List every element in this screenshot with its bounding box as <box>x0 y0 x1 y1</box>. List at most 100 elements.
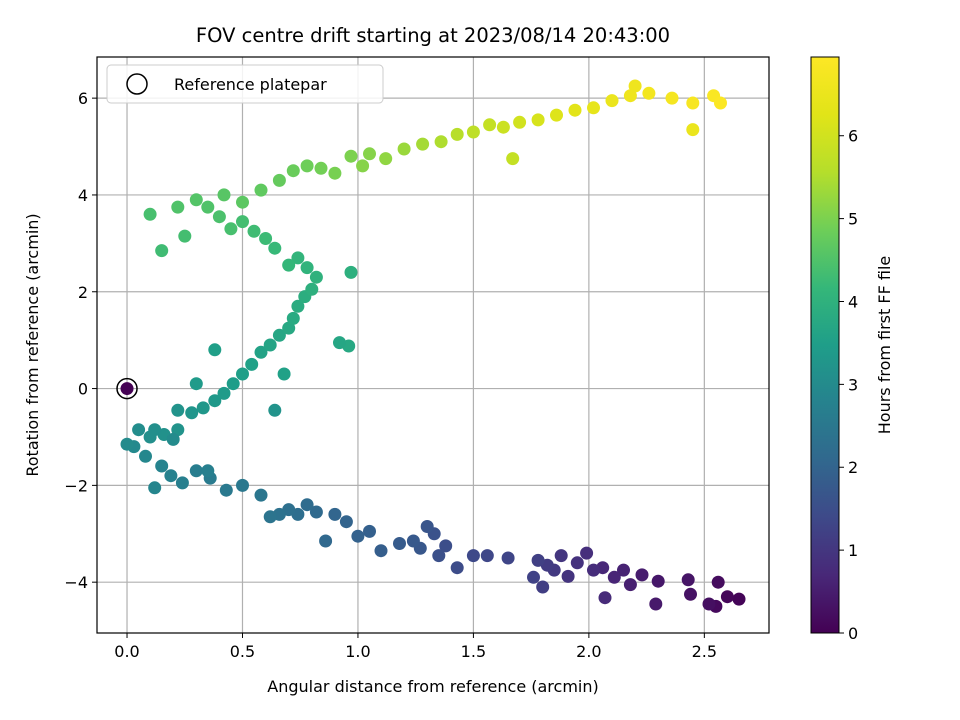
scatter-point <box>628 79 642 93</box>
grid-lines <box>97 57 769 633</box>
scatter-point <box>513 115 527 129</box>
scatter-point <box>217 386 231 400</box>
x-tick-label: 0.0 <box>114 642 139 661</box>
scatter-point <box>254 183 268 197</box>
scatter-point <box>531 113 545 127</box>
scatter-point <box>720 590 734 604</box>
scatter-point <box>166 432 180 446</box>
scatter-point <box>439 539 453 553</box>
scatter-point <box>598 591 612 605</box>
colorbar-ticks: 0 1 2 3 4 5 6 <box>839 127 858 643</box>
scatter-point <box>201 200 215 214</box>
scatter-point <box>268 241 282 255</box>
scatter-point <box>642 86 656 100</box>
scatter-point <box>681 573 695 587</box>
scatter-point <box>185 406 199 420</box>
scatter-point <box>587 101 600 115</box>
scatter-point <box>432 549 446 563</box>
scatter-point <box>148 481 162 495</box>
chart-title: FOV centre drift starting at 2023/08/14 … <box>196 24 670 47</box>
y-tick-label: −4 <box>64 573 88 592</box>
scatter-point <box>208 343 222 357</box>
scatter-point <box>605 94 619 108</box>
x-axis-ticks: 0.0 0.5 1.0 1.5 2.0 2.5 <box>114 633 717 661</box>
legend-entry-reference: Reference platepar <box>174 75 327 94</box>
scatter-point <box>416 137 430 151</box>
scatter-point <box>254 488 268 502</box>
plot-frame <box>96 56 770 634</box>
colorbar-tick-label: 4 <box>848 292 858 311</box>
scatter-point <box>363 147 376 161</box>
data-points <box>120 79 746 613</box>
scatter-point <box>561 569 575 583</box>
scatter-point <box>665 91 679 105</box>
scatter-point <box>201 464 215 478</box>
x-tick-label: 2.5 <box>692 642 717 661</box>
scatter-point <box>171 403 185 417</box>
scatter-point <box>506 152 520 166</box>
scatter-point <box>651 574 665 588</box>
scatter-point <box>550 108 563 122</box>
scatter-point <box>580 546 594 560</box>
scatter-point <box>397 142 411 156</box>
colorbar-tick-label: 5 <box>848 210 858 229</box>
scatter-point <box>178 229 192 243</box>
x-axis-label: Angular distance from reference (arcmin) <box>267 677 598 696</box>
scatter-point <box>374 544 388 558</box>
scatter-point <box>406 534 420 548</box>
scatter-point <box>344 149 358 163</box>
scatter-point <box>171 200 185 214</box>
scatter-point <box>236 367 249 381</box>
scatter-point <box>649 597 663 611</box>
scatter-point <box>309 270 323 284</box>
scatter-point <box>501 551 515 565</box>
scatter-point <box>272 328 286 342</box>
scatter-point <box>272 173 286 187</box>
scatter-point <box>196 401 210 415</box>
scatter-point <box>259 232 273 245</box>
y-tick-label: 4 <box>78 186 88 205</box>
scatter-point <box>236 195 249 209</box>
scatter-point <box>434 135 448 149</box>
scatter-point <box>496 120 510 134</box>
scatter-point <box>219 483 233 497</box>
scatter-point <box>686 123 700 137</box>
scatter-point <box>623 578 637 592</box>
scatter-point <box>314 161 328 175</box>
scatter-point <box>379 152 393 166</box>
scatter-point <box>617 563 630 577</box>
scatter-point <box>300 498 314 512</box>
y-tick-label: 0 <box>78 380 88 399</box>
scatter-point <box>277 367 291 381</box>
scatter-point <box>328 507 342 521</box>
scatter-point <box>286 311 300 325</box>
scatter-point <box>155 459 169 473</box>
scatter-point <box>711 575 725 589</box>
scatter-point <box>356 159 370 173</box>
scatter-point <box>420 520 434 533</box>
legend: Reference platepar <box>106 64 384 104</box>
scatter-point <box>536 580 550 594</box>
y-tick-label: −2 <box>64 476 88 495</box>
scatter-point <box>344 265 358 279</box>
scatter-point <box>568 103 582 117</box>
scatter-point <box>319 534 333 548</box>
legend-marker-icon <box>126 73 148 95</box>
scatter-point <box>282 258 296 272</box>
scatter-point <box>305 282 319 296</box>
scatter-point <box>139 449 152 463</box>
scatter-point <box>247 224 261 238</box>
scatter-point <box>686 96 700 110</box>
scatter-point <box>148 423 162 437</box>
scatter-point <box>268 403 282 417</box>
scatter-point <box>189 464 203 478</box>
scatter-point <box>217 188 231 202</box>
scatter-point <box>171 423 185 437</box>
x-tick-label: 0.5 <box>230 642 255 661</box>
scatter-point <box>291 251 305 265</box>
y-axis-ticks: −4 −2 0 2 4 6 <box>64 89 97 592</box>
scatter-point <box>328 166 342 180</box>
scatter-point <box>607 570 621 584</box>
scatter-point <box>635 568 649 582</box>
scatter-point <box>732 592 746 606</box>
